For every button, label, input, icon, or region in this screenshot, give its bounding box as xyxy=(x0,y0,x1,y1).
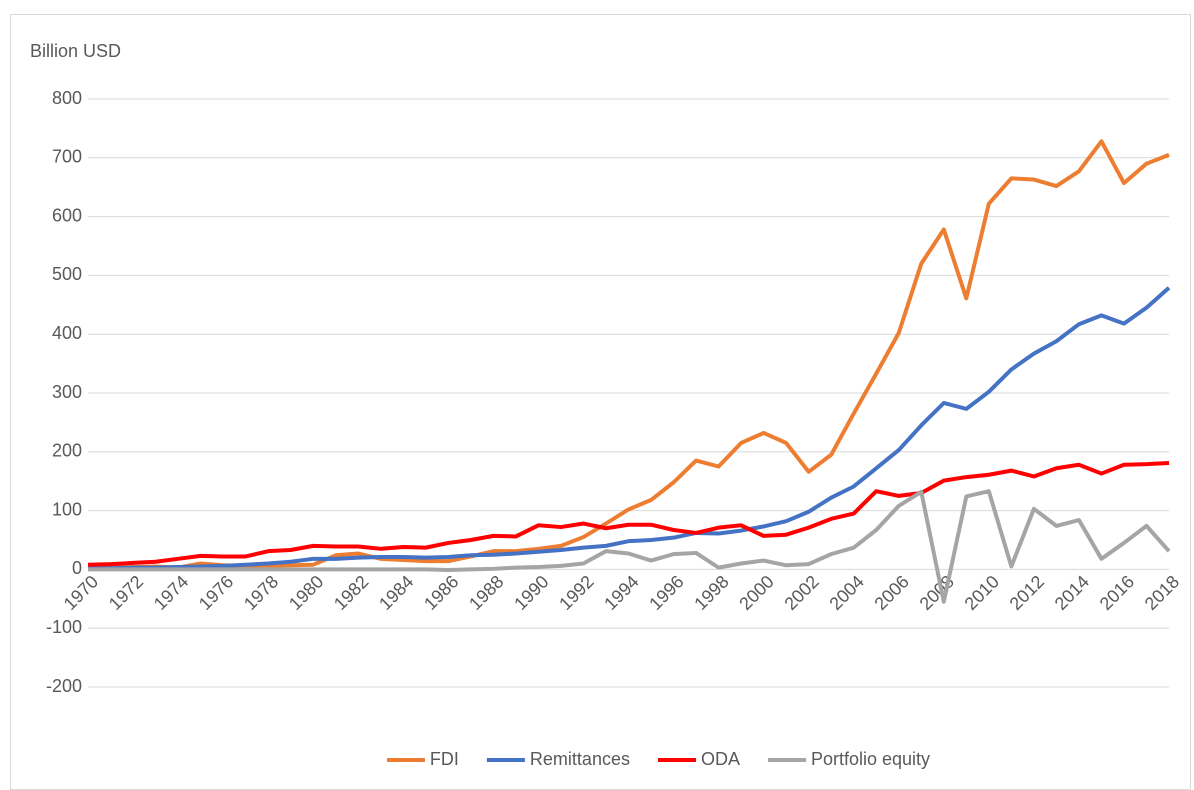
y-tick-label: 200 xyxy=(52,441,82,461)
y-tick-label: 300 xyxy=(52,382,82,402)
y-tick-label: 500 xyxy=(52,264,82,284)
series-line xyxy=(87,139,1170,571)
y-tick-label: 600 xyxy=(52,205,82,225)
legend-label: ODA xyxy=(701,749,740,769)
y-tick-label: 800 xyxy=(52,88,82,108)
y-tick-label: 100 xyxy=(52,499,82,519)
y-tick-label: -200 xyxy=(46,676,82,696)
legend-label: Portfolio equity xyxy=(811,749,930,769)
y-axis-label: Billion USD xyxy=(30,41,121,61)
chart-frame xyxy=(10,14,1191,790)
legend-label: Remittances xyxy=(530,749,630,769)
legend-label: FDI xyxy=(430,749,459,769)
series-line xyxy=(88,489,1171,604)
y-tick-label: -100 xyxy=(46,617,82,637)
y-tick-label: 700 xyxy=(52,147,82,167)
series-line xyxy=(87,460,1170,567)
y-tick-label: 400 xyxy=(52,323,82,343)
series-line xyxy=(88,286,1171,571)
y-tick-label: 0 xyxy=(72,558,82,578)
legend: FDI Remittances ODA Portfolio equity xyxy=(386,749,930,769)
